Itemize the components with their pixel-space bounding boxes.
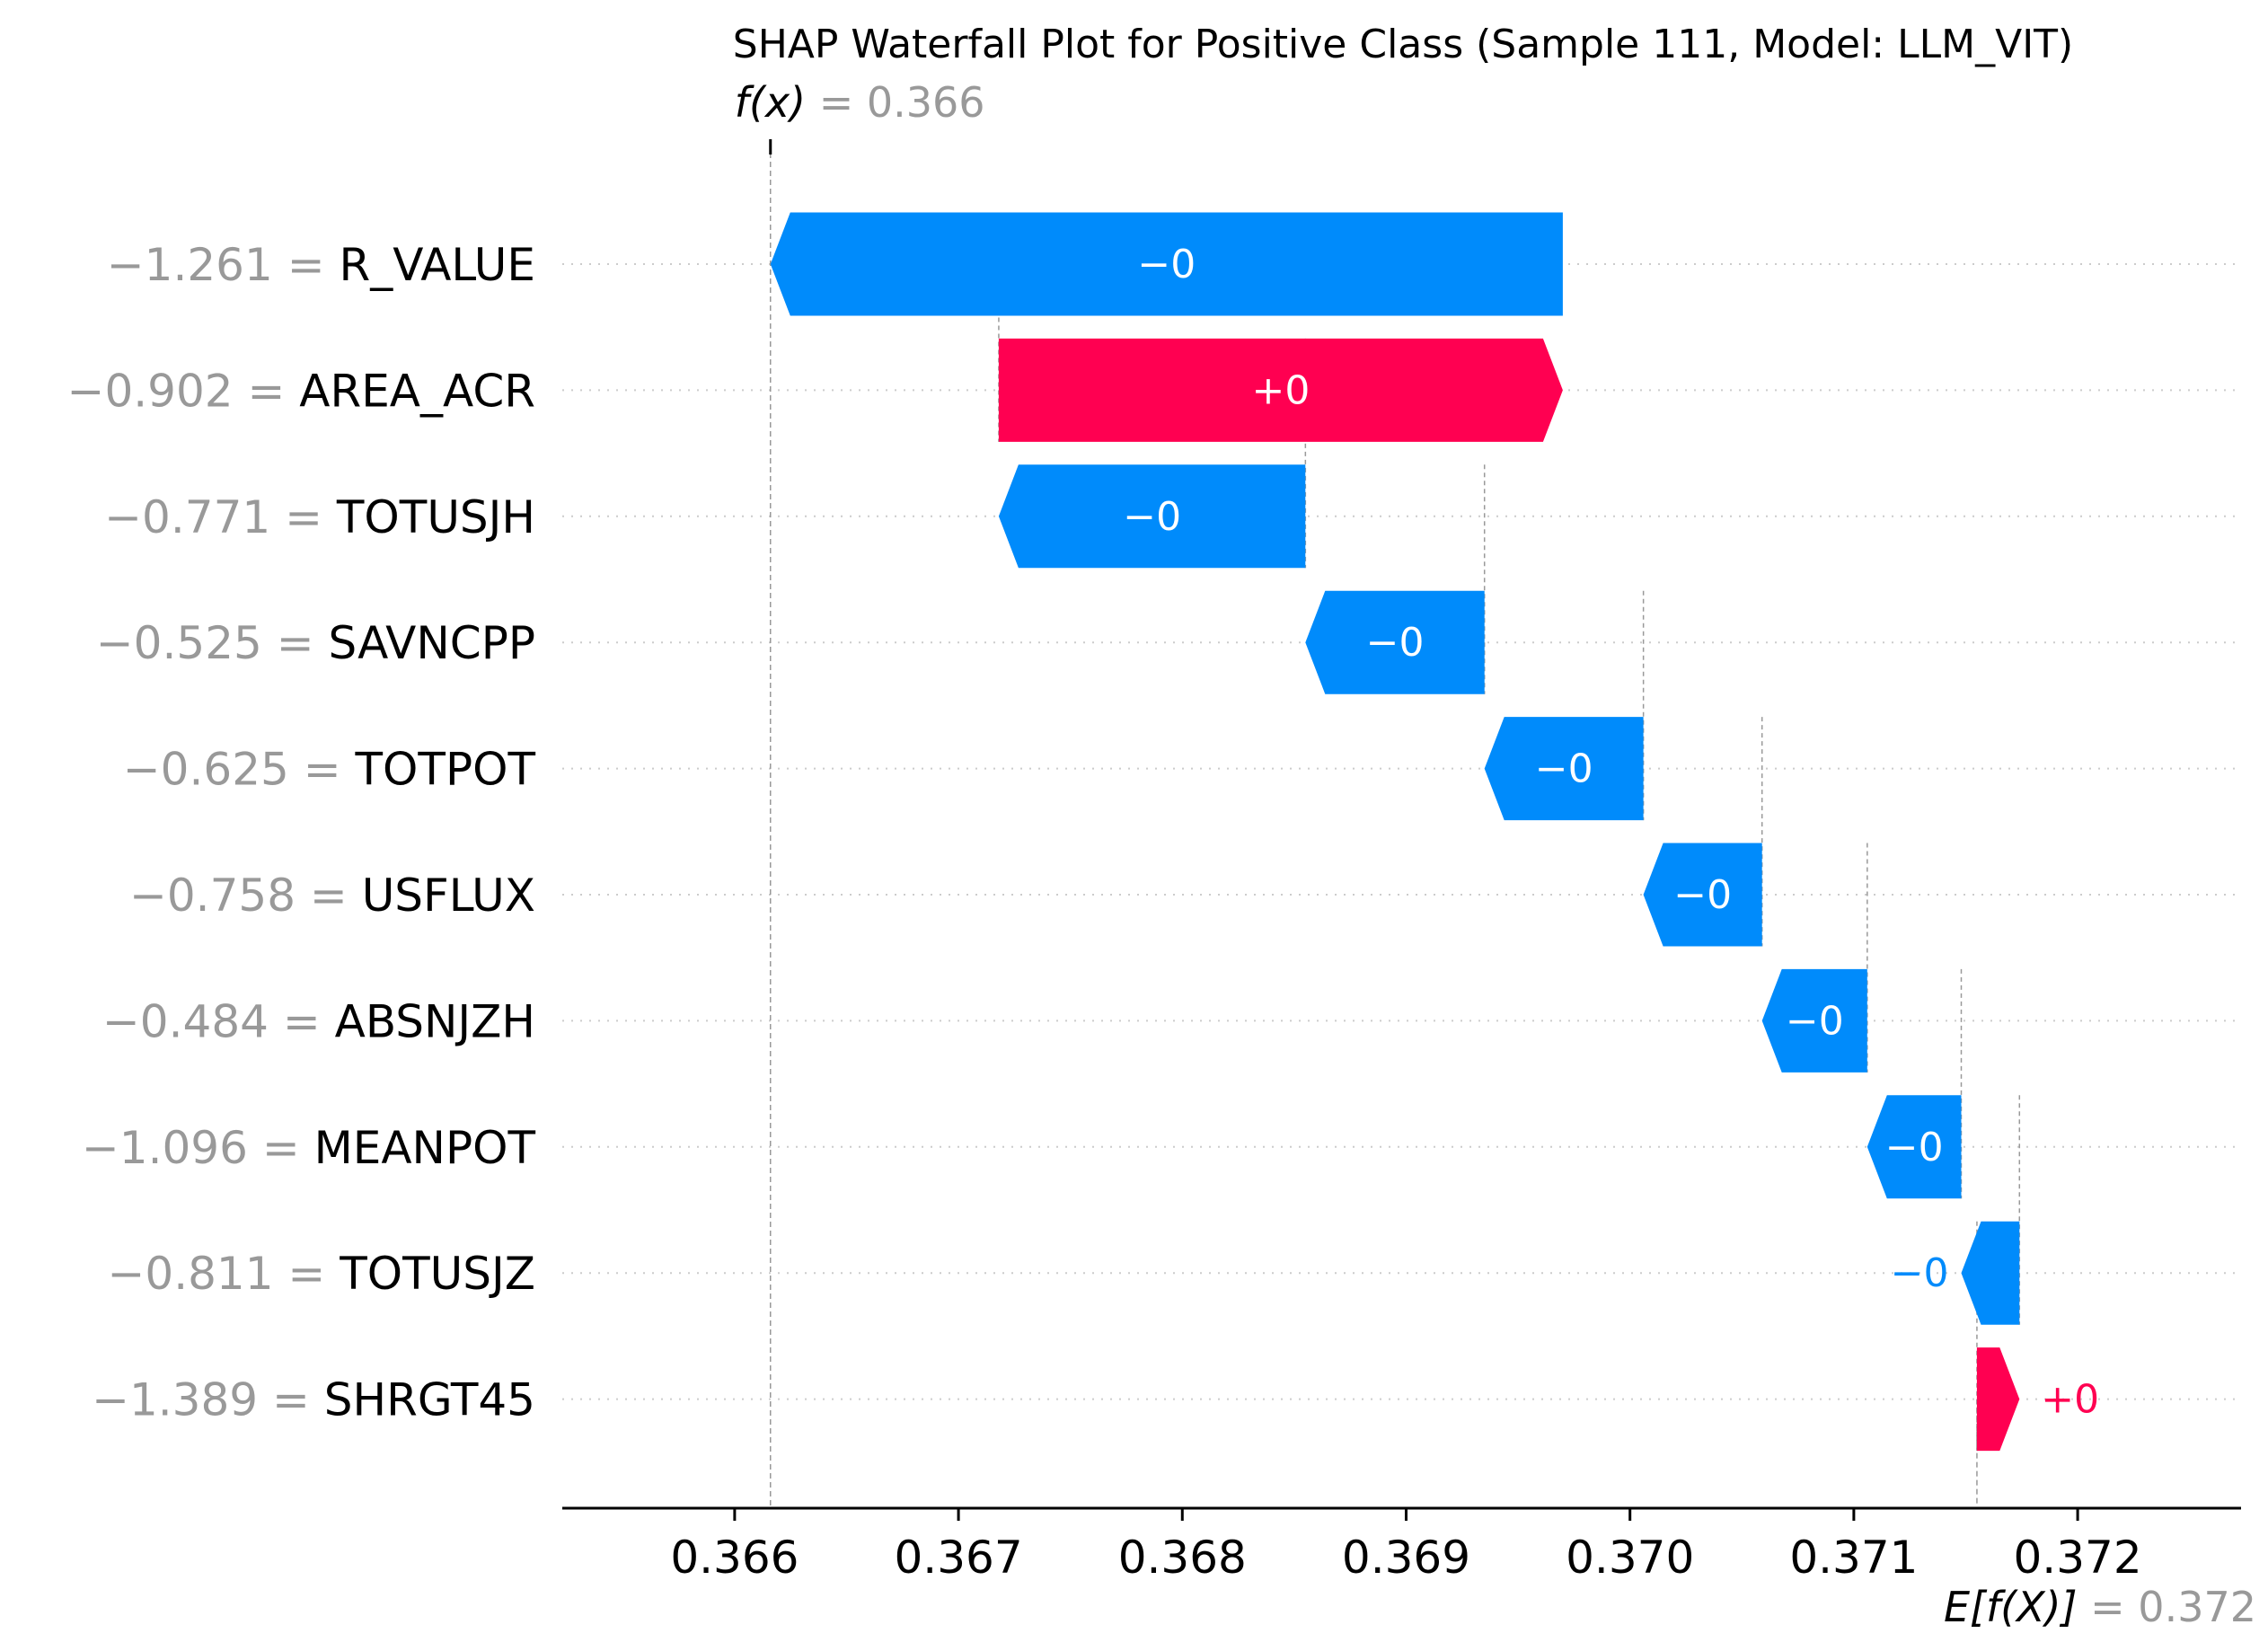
feature-name: USFLUX (362, 870, 535, 922)
bars: −0 +0 −0 −0 −0 −0 −0 −0 −0 +0 (770, 212, 2099, 1452)
bar-value-label: −0 (1535, 746, 1593, 792)
feature-value: −1.261 = (107, 239, 340, 291)
feature-name: TOTUSJH (336, 491, 535, 543)
feature-value: −0.484 = (102, 995, 335, 1047)
base-label-value: = 0.372 (2090, 1583, 2256, 1631)
x-tick-label: 0.369 (1342, 1532, 1470, 1584)
feature-label: −0.771 = TOTUSJH (104, 491, 535, 543)
bar-usflux (1643, 843, 1762, 947)
feature-name: TOTPOT (355, 744, 536, 796)
feature-label: −0.625 = TOTPOT (123, 744, 536, 796)
feature-label: −0.525 = SAVNCPP (96, 617, 535, 669)
feature-value: −0.625 = (123, 744, 356, 796)
feature-name: ABSNJZH (335, 995, 535, 1047)
feature-label: −0.758 = USFLUX (129, 870, 535, 922)
feature-name: R_VALUE (339, 239, 535, 291)
feature-value: −0.758 = (129, 870, 362, 922)
fx-label-name: f(x) (735, 78, 819, 127)
bar-shrgt45 (1976, 1347, 2020, 1452)
x-tick-label: 0.371 (1789, 1532, 1918, 1584)
x-tick-label: 0.372 (2014, 1532, 2142, 1584)
feature-label: −0.811 = TOTUSJZ (108, 1248, 536, 1300)
feature-name: SHRGT45 (324, 1374, 535, 1426)
bar-value-label: −0 (1786, 998, 1844, 1044)
feature-name: TOTUSJZ (339, 1248, 535, 1300)
x-tick-label: 0.368 (1118, 1532, 1247, 1584)
feature-value: −0.811 = (108, 1248, 340, 1300)
feature-labels: −1.261 = R_VALUE −0.902 = AREA_ACR −0.771 … (67, 239, 536, 1426)
feature-value: −0.771 = (104, 491, 337, 543)
feature-label: −1.389 = SHRGT45 (92, 1374, 535, 1426)
bar-value-label: −0 (1123, 494, 1181, 540)
feature-value: −0.525 = (96, 617, 329, 669)
bar-absnjzh (1761, 968, 1867, 1073)
feature-name: SAVNCPP (329, 617, 536, 669)
x-tick-label: 0.367 (895, 1532, 1023, 1584)
fx-label: f(x) = 0.366 (735, 78, 985, 127)
bar-value-label: +0 (2041, 1377, 2099, 1423)
x-axis: 0.366 0.367 0.368 0.369 0.370 0.371 0.372 (562, 1506, 2241, 1584)
fx-label-value: = 0.366 (819, 78, 985, 127)
bar-totusjh (998, 464, 1306, 569)
bar-savncpp (1305, 590, 1485, 694)
bar-area_acr (998, 338, 1563, 442)
chart-title: SHAP Waterfall Plot for Positive Class (… (733, 22, 2073, 67)
bar-r_value (770, 212, 1563, 316)
x-tick-label: 0.366 (670, 1532, 799, 1584)
x-tick-label: 0.370 (1566, 1532, 1694, 1584)
feature-value: −0.902 = (67, 365, 300, 417)
feature-name: MEANPOT (314, 1122, 536, 1174)
bar-value-label: −0 (1885, 1125, 1944, 1170)
bar-value-label: −0 (1366, 620, 1425, 666)
base-label-name: E[f(X)] (1944, 1583, 2090, 1631)
bar-value-label: −0 (1673, 872, 1732, 918)
feature-value: −1.096 = (82, 1122, 314, 1174)
bar-value-label: +0 (1251, 367, 1310, 413)
bar-value-label: −0 (1137, 242, 1196, 287)
bar-meanpot (1866, 1095, 1962, 1199)
feature-label: −1.261 = R_VALUE (107, 239, 535, 291)
bar-totpot (1484, 717, 1644, 821)
bar-totusjz (1961, 1221, 2020, 1325)
feature-label: −1.096 = MEANPOT (82, 1122, 536, 1174)
base-label: E[f(X)] = 0.372 (1944, 1583, 2256, 1631)
feature-label: −0.484 = ABSNJZH (102, 995, 535, 1047)
reference-lines: f(x) = 0.366 E[f(X)] = 0.372 (735, 78, 2256, 1631)
feature-label: −0.902 = AREA_ACR (67, 365, 535, 417)
bar-value-label: −0 (1891, 1250, 1949, 1296)
feature-name: AREA_ACR (299, 365, 535, 417)
feature-value: −1.389 = (92, 1374, 324, 1426)
